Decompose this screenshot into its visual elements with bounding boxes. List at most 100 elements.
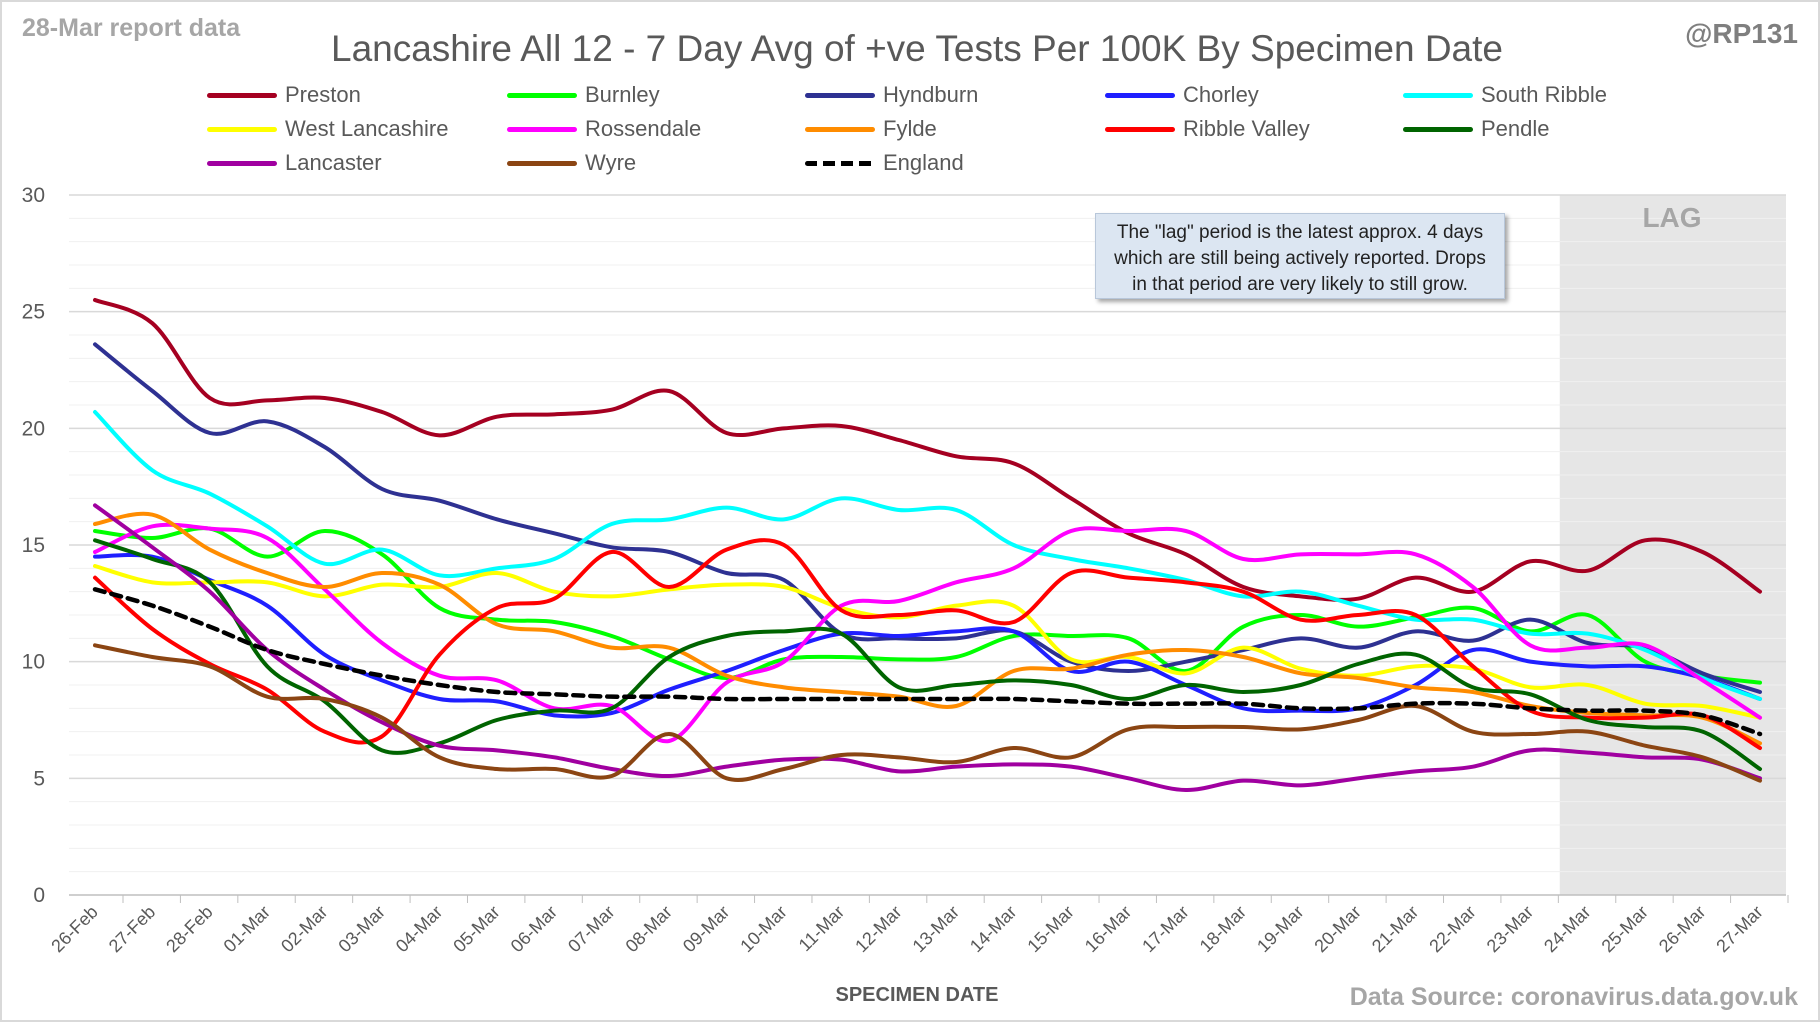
author-handle: @RP131 <box>1685 18 1798 49</box>
x-tick-label: 01-Mar <box>220 902 274 956</box>
annotation-line: in that period are very likely to still … <box>1132 274 1468 295</box>
legend-label: Lancaster <box>285 150 382 175</box>
legend-item: South Ribble <box>1403 82 1607 108</box>
series-line-south-ribble <box>93 410 1762 701</box>
series-line-pendle <box>93 538 1762 771</box>
lag-label: LAG <box>1642 202 1702 233</box>
series-line-west-lancashire <box>93 564 1762 720</box>
legend-item: Lancaster <box>207 150 382 176</box>
y-tick-label: 30 <box>22 184 45 207</box>
legend-swatch <box>507 126 577 132</box>
x-tick-label: 09-Mar <box>679 902 733 956</box>
x-tick-label: 13-Mar <box>909 902 963 956</box>
legend-item: Wyre <box>507 150 636 176</box>
series-line-lancaster <box>93 503 1762 793</box>
legend-swatch <box>805 126 875 132</box>
y-tick-label: 25 <box>22 301 45 324</box>
legend-swatch <box>207 160 277 166</box>
legend-swatch <box>805 160 875 166</box>
y-tick-label: 0 <box>33 884 45 907</box>
y-tick-label: 20 <box>22 417 45 440</box>
x-tick-label: 19-Mar <box>1253 902 1307 956</box>
legend-swatch <box>1403 92 1473 98</box>
legend-label: Fylde <box>883 116 937 141</box>
series-line-preston <box>93 298 1762 602</box>
annotation-line: which are still being actively reported.… <box>1114 248 1486 269</box>
legend-item: England <box>805 150 964 176</box>
x-tick-label: 11-Mar <box>795 902 849 956</box>
lag-annotation: The "lag" period is the latest approx. 4… <box>1095 213 1505 299</box>
legend-swatch <box>507 92 577 98</box>
x-tick-label: 04-Mar <box>392 902 446 956</box>
legend-swatch <box>1105 126 1175 132</box>
x-tick-label: 14-Mar <box>966 902 1020 956</box>
x-tick-label: 15-Mar <box>1023 902 1077 956</box>
y-tick-label: 15 <box>22 534 45 557</box>
legend-label: England <box>883 150 964 175</box>
legend-item: Fylde <box>805 116 937 142</box>
x-axis-title: SPECIMEN DATE <box>835 984 999 1006</box>
legend-swatch <box>207 92 277 98</box>
legend-item: Ribble Valley <box>1105 116 1310 142</box>
legend-swatch <box>1105 92 1175 98</box>
x-tick-label: 27-Feb <box>105 902 159 956</box>
x-tick-label: 21-Mar <box>1368 902 1422 956</box>
legend-item: West Lancashire <box>207 116 448 142</box>
x-tick-label: 12-Mar <box>851 902 905 956</box>
legend-label: Chorley <box>1183 82 1259 107</box>
x-tick-label: 27-Mar <box>1712 902 1766 956</box>
series-line-fylde <box>93 511 1762 746</box>
legend-label: Burnley <box>585 82 660 107</box>
legend-item: Burnley <box>507 82 660 108</box>
legend-label: Hyndburn <box>883 82 979 107</box>
legend-swatch <box>207 126 277 132</box>
x-tick-label: 02-Mar <box>277 902 331 956</box>
legend-label: Preston <box>285 82 361 107</box>
legend-label: Ribble Valley <box>1183 116 1310 141</box>
x-tick-label: 06-Mar <box>507 902 561 956</box>
chart-title: Lancashire All 12 - 7 Day Avg of +ve Tes… <box>331 28 1503 69</box>
x-tick-label: 25-Mar <box>1598 902 1652 956</box>
report-date-label: 28-Mar report data <box>22 14 241 42</box>
series-line-chorley <box>93 552 1762 719</box>
legend-swatch <box>805 92 875 98</box>
x-tick-label: 28-Feb <box>162 902 216 956</box>
x-tick-label: 16-Mar <box>1081 902 1135 956</box>
legend-label: Wyre <box>585 150 637 175</box>
legend-label: West Lancashire <box>285 116 449 141</box>
x-tick-label: 22-Mar <box>1425 902 1479 956</box>
legend-item: Pendle <box>1403 116 1550 142</box>
series-line-england <box>92 587 1763 737</box>
y-tick-label: 5 <box>33 767 45 790</box>
x-tick-label: 07-Mar <box>564 902 618 956</box>
legend-label: South Ribble <box>1481 82 1607 107</box>
legend-swatch <box>1403 126 1473 132</box>
x-tick-label: 17-Mar <box>1138 902 1192 956</box>
x-tick-label: 23-Mar <box>1483 902 1537 956</box>
series-line-hyndburn <box>93 342 1762 694</box>
x-tick-label: 08-Mar <box>622 902 676 956</box>
series-line-burnley <box>93 526 1762 685</box>
x-tick-label: 26-Mar <box>1655 902 1709 956</box>
x-tick-label: 24-Mar <box>1540 902 1594 956</box>
x-tick-label: 10-Mar <box>736 902 790 956</box>
x-tick-label: 18-Mar <box>1196 902 1250 956</box>
y-tick-label: 10 <box>22 651 45 674</box>
legend-item: Hyndburn <box>805 82 978 108</box>
x-tick-label: 03-Mar <box>334 902 388 956</box>
x-tick-label: 26-Feb <box>47 902 101 956</box>
series-line-ribble-valley <box>93 538 1762 750</box>
legend-label: Rossendale <box>585 116 702 141</box>
legend-item: Chorley <box>1105 82 1259 108</box>
legend-swatch <box>507 160 577 166</box>
legend-label: Pendle <box>1481 116 1550 141</box>
data-source: Data Source: coronavirus.data.gov.uk <box>1349 983 1798 1011</box>
legend-item: Preston <box>207 82 361 108</box>
series-line-wyre <box>93 643 1762 783</box>
series-line-rossendale <box>93 522 1762 744</box>
x-tick-label: 05-Mar <box>449 902 503 956</box>
legend-item: Rossendale <box>507 116 701 142</box>
x-tick-label: 20-Mar <box>1310 902 1364 956</box>
